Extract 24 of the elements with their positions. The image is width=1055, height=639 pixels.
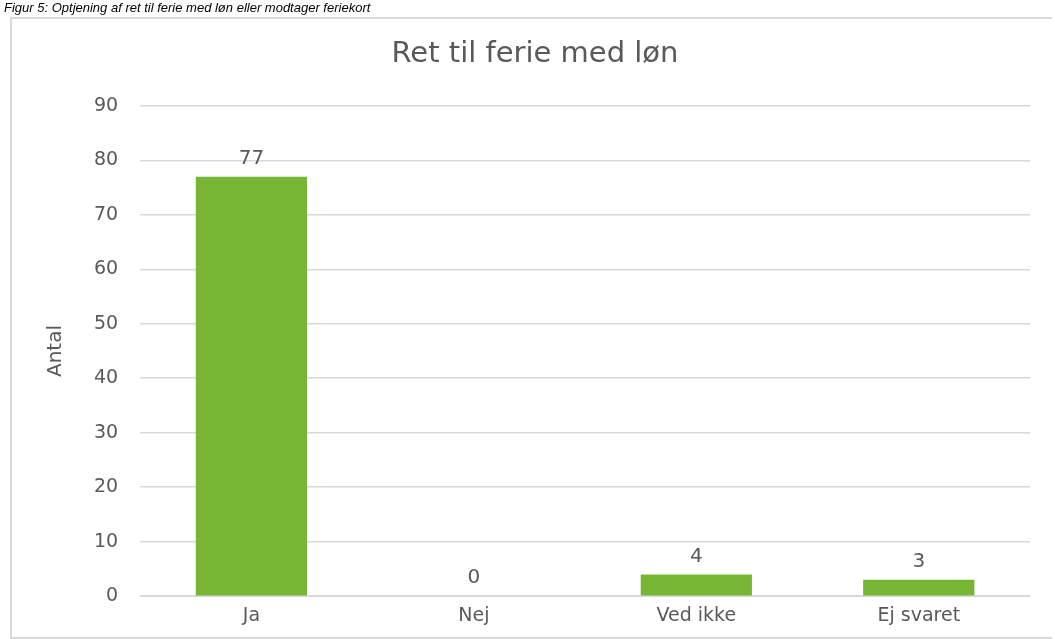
x-tick-label: Ved ikke — [656, 602, 737, 625]
y-axis-title: Antal — [42, 324, 67, 378]
data-label: 77 — [238, 144, 265, 169]
y-tick-label: 10 — [93, 528, 119, 551]
y-tick-label: 0 — [106, 583, 119, 606]
y-tick-label: 40 — [93, 365, 119, 388]
data-label: 4 — [689, 542, 703, 567]
x-tick-label: Ej svaret — [877, 602, 961, 625]
x-tick-label: Ja — [241, 602, 261, 625]
chart-title: Ret til ferie med løn — [391, 34, 679, 69]
y-tick-label: 30 — [93, 419, 119, 442]
y-tick-label: 80 — [93, 147, 119, 170]
x-tick-label: Nej — [458, 602, 490, 625]
y-tick-label: 70 — [93, 201, 119, 224]
data-label: 0 — [467, 564, 481, 589]
y-tick-label: 90 — [93, 92, 119, 115]
bar — [863, 579, 975, 596]
y-tick-label: 60 — [93, 256, 119, 279]
data-label: 3 — [912, 548, 926, 573]
y-tick-label: 50 — [93, 310, 119, 333]
text: Figur 5: Optjening af ret til ferie med løn eller modtager feriekort — [4, 0, 371, 15]
y-tick-label: 20 — [93, 474, 119, 497]
bar — [195, 176, 308, 596]
bar — [640, 574, 752, 596]
